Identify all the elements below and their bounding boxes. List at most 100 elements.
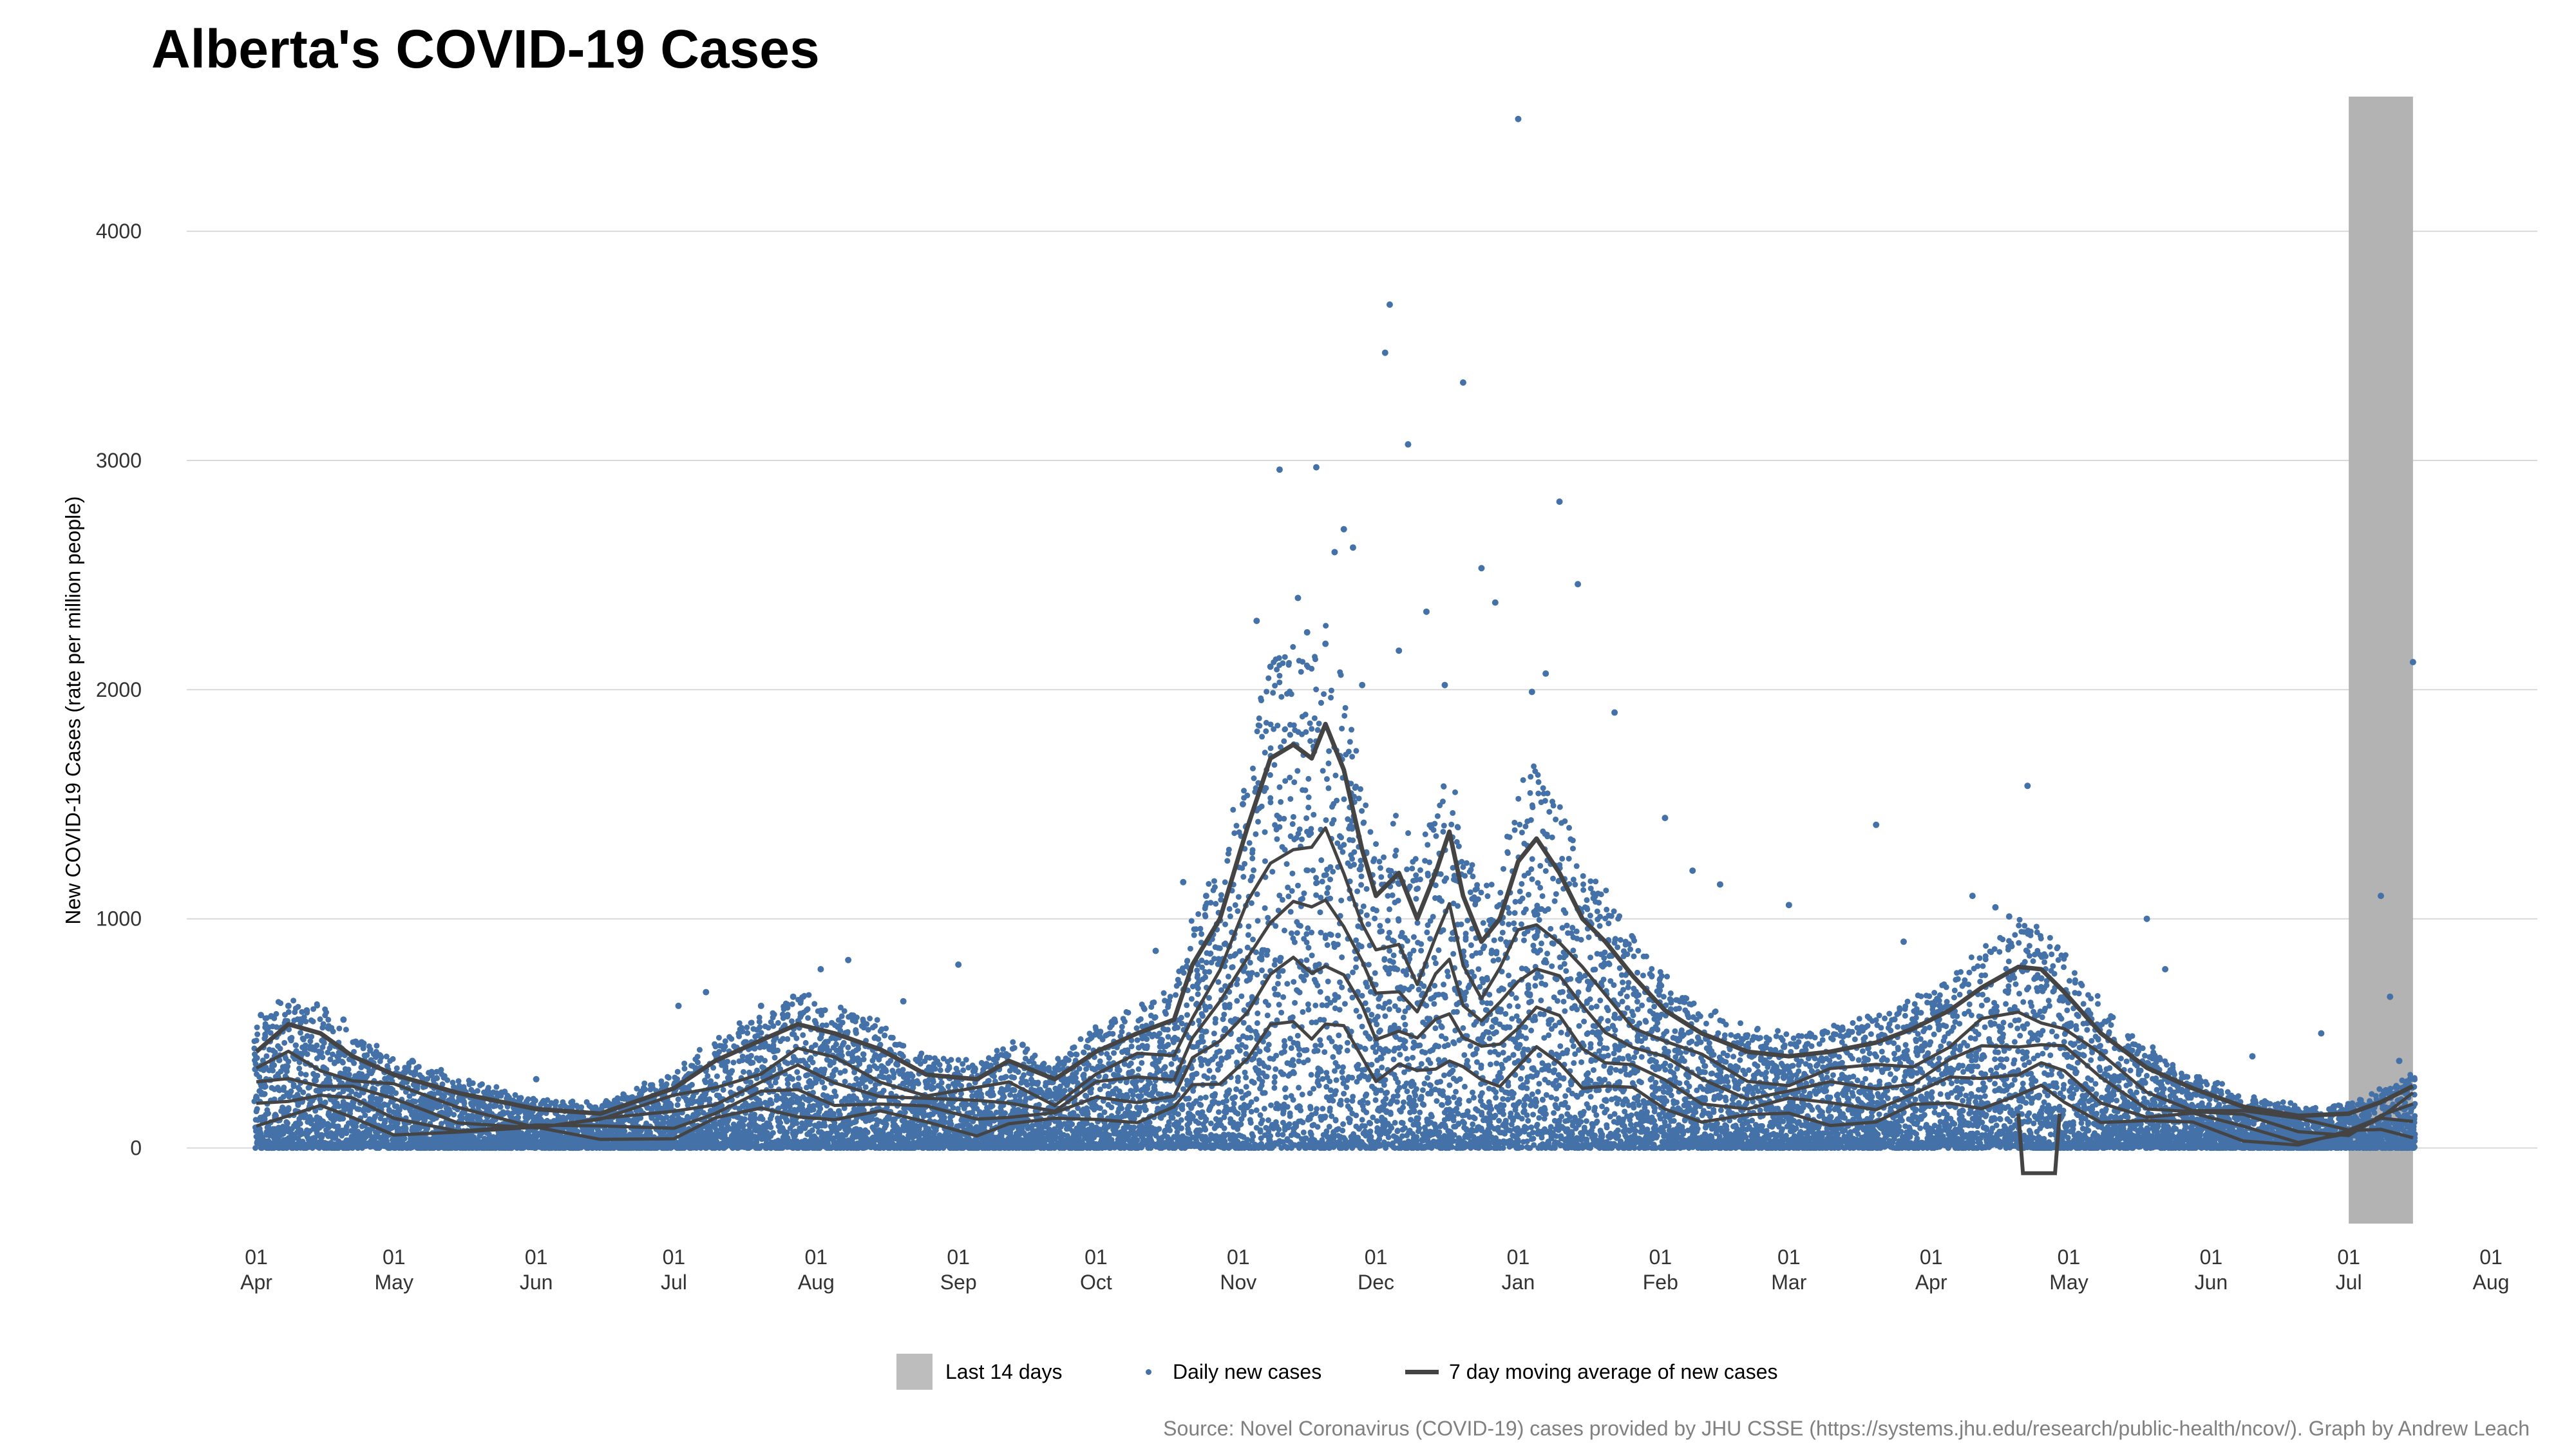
daily-case-point [279,1131,285,1137]
daily-case-point [257,1115,263,1121]
daily-case-point [802,1125,808,1132]
daily-case-point [265,1123,271,1130]
daily-case-point [844,1028,851,1035]
daily-case-point [317,1096,323,1103]
daily-case-point [714,1144,721,1150]
daily-case-point [578,1104,585,1110]
daily-case-point [327,1056,334,1063]
daily-case-point [739,1053,746,1059]
daily-case-point [793,1094,799,1100]
daily-case-point [800,1032,806,1038]
x-tick-label-month: Mar [1771,1271,1806,1294]
daily-case-point [885,1075,891,1082]
daily-case-point [898,1051,905,1057]
daily-case-point [651,1145,658,1151]
daily-case-point [853,1014,860,1021]
daily-case-point [270,1067,276,1074]
daily-case-point [396,1112,402,1118]
daily-case-point [263,1053,270,1059]
daily-case-point [667,1100,673,1106]
daily-case-point [741,1116,748,1122]
daily-case-point [297,1121,303,1127]
daily-case-point [811,1001,818,1007]
daily-case-point [762,1057,768,1064]
daily-case-point [309,1117,316,1123]
daily-case-point [553,1099,559,1105]
daily-case-point [321,1142,327,1149]
daily-case-point [496,1092,502,1099]
daily-case-point [655,1121,661,1127]
daily-case-point [867,1015,873,1021]
daily-case-point [281,1084,287,1091]
daily-case-point [875,1036,882,1042]
x-tick-label-month: Jul [2336,1271,2362,1294]
daily-case-point [754,1067,761,1074]
daily-case-point [822,1007,828,1014]
daily-case-point [308,1034,315,1040]
daily-case-point [348,1128,354,1134]
daily-case-point [325,1049,331,1056]
daily-case-point [898,1140,905,1146]
daily-case-point [797,1057,804,1064]
daily-case-point [641,1080,648,1086]
daily-case-point [493,1084,500,1090]
daily-case-point [490,1089,497,1095]
daily-case-point [758,1030,764,1036]
x-tick-label-month: Apr [240,1271,272,1294]
daily-case-point [320,1118,327,1124]
daily-case-point [647,1086,654,1093]
daily-case-point [688,1081,695,1088]
daily-case-point [340,1086,346,1093]
daily-case-point [681,1065,688,1072]
daily-case-point [840,1039,847,1046]
daily-case-point [730,1059,737,1066]
daily-case-point [393,1103,400,1110]
daily-case-point [312,1108,319,1114]
daily-case-point [307,1043,314,1050]
x-tick-label-month: Aug [798,1271,835,1294]
daily-case-point [675,1096,681,1103]
x-tick-label-day: 01 [663,1245,686,1269]
daily-case-point [872,1086,878,1092]
daily-case-point [469,1080,476,1086]
daily-case-point [715,1034,722,1041]
daily-case-point [322,1012,328,1019]
daily-case-point [848,1145,854,1151]
daily-case-point [381,1122,387,1128]
daily-case-point [288,1037,294,1044]
daily-case-point [681,1060,688,1066]
daily-case-point [744,1024,750,1030]
daily-case-point [300,1089,307,1095]
daily-case-point [882,1032,888,1039]
daily-case-point [307,1128,313,1134]
daily-case-point [272,1112,279,1118]
daily-case-point [285,1106,292,1113]
daily-case-point [881,1068,887,1074]
y-tick-label: 3000 [96,449,142,472]
daily-case-point [674,1068,681,1075]
x-tick-label-day: 01 [1777,1245,1801,1269]
daily-case-point [741,1069,747,1075]
daily-case-point [853,1075,860,1082]
daily-case-point [390,1056,396,1062]
daily-case-point [830,1059,837,1066]
daily-case-point [866,1067,873,1074]
daily-case-point [260,1057,266,1064]
daily-case-point [831,1111,837,1117]
daily-case-point [343,1130,350,1137]
daily-case-point [336,1025,343,1032]
daily-case-point [872,1023,878,1029]
daily-case-point [729,1068,735,1074]
daily-case-point [477,1117,483,1123]
daily-case-point [770,1042,777,1048]
daily-case-point [835,1108,842,1114]
daily-case-point [374,1043,380,1049]
daily-case-point [706,1133,712,1140]
daily-case-point [532,1114,538,1121]
daily-case-point [793,1120,800,1126]
x-tick-label-day: 01 [2337,1245,2360,1269]
daily-case-point [770,1023,777,1029]
daily-case-point [321,1039,327,1045]
daily-case-point [284,1120,290,1126]
daily-case-point [329,1051,336,1057]
